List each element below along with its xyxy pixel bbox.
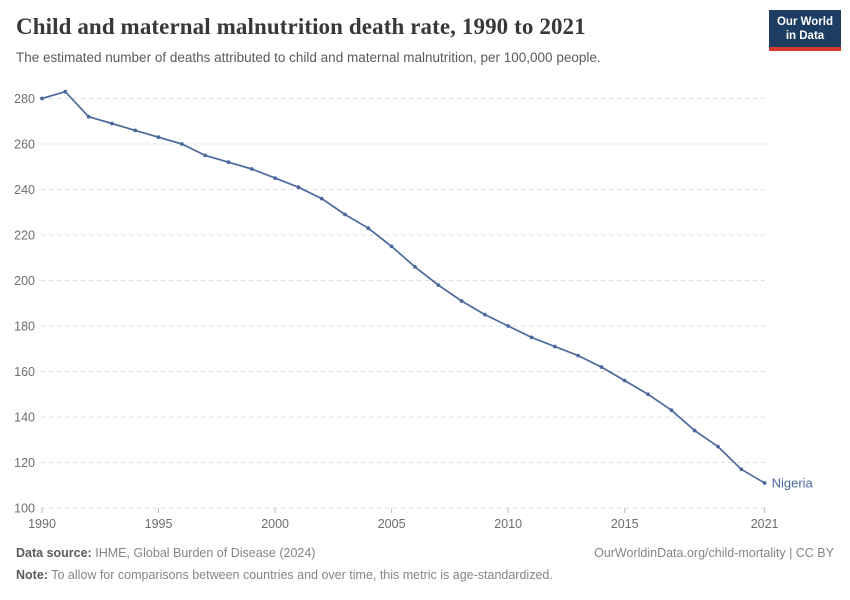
data-point-2000[interactable] <box>273 176 277 180</box>
x-tick-label: 2000 <box>261 517 289 531</box>
data-point-2004[interactable] <box>366 226 371 231</box>
data-point-2017[interactable] <box>669 408 674 413</box>
trend-line[interactable] <box>41 90 766 484</box>
data-source-text: IHME, Global Burden of Disease (2024) <box>95 546 316 560</box>
x-tick-label: 1990 <box>28 517 56 531</box>
credit-link[interactable]: OurWorldinData.org/child-mortality | CC … <box>594 546 834 560</box>
data-point-2002[interactable] <box>319 196 324 201</box>
chart-area[interactable]: 100 120 140 160 180 200 220 240 260 280 1990 1995 20… <box>0 80 850 545</box>
data-point-2006[interactable] <box>413 265 417 269</box>
x-tick-label: 2005 <box>378 517 406 531</box>
data-point-2003[interactable] <box>343 212 347 217</box>
y-tick-label: 100 <box>14 502 35 516</box>
x-tick-label: 1995 <box>145 517 173 531</box>
y-tick-label: 160 <box>14 365 35 379</box>
x-tick-label: 2021 <box>751 517 779 531</box>
data-source: Data source: IHME, Global Burden of Dise… <box>16 542 315 564</box>
data-point-2019[interactable] <box>716 444 720 449</box>
y-tick-label: 220 <box>14 229 35 243</box>
data-point-1993[interactable] <box>110 121 114 126</box>
data-point-2008[interactable] <box>459 299 464 303</box>
y-tick-label: 180 <box>14 320 35 334</box>
page-title: Child and maternal malnutrition death ra… <box>16 14 586 39</box>
data-point-2016[interactable] <box>646 392 650 397</box>
y-tick-label: 260 <box>14 138 35 152</box>
note: Note: To allow for comparisons between c… <box>16 564 834 586</box>
chart-subtitle: The estimated number of deaths attribute… <box>16 50 601 65</box>
y-tick-label: 240 <box>14 183 35 197</box>
data-point-2018[interactable] <box>692 428 697 433</box>
data-point-2015[interactable] <box>622 378 627 383</box>
y-tick-label: 120 <box>14 456 35 470</box>
y-tick-label: 280 <box>14 92 35 106</box>
data-point-1999[interactable] <box>249 167 254 171</box>
data-point-2001[interactable] <box>296 185 301 190</box>
data-point-1990[interactable] <box>40 96 44 101</box>
owid-logo-line2: in Data <box>785 30 825 42</box>
data-point-1994[interactable] <box>133 128 138 133</box>
data-point-2005[interactable] <box>389 244 394 249</box>
data-point-1995[interactable] <box>156 135 161 140</box>
data-point-2010[interactable] <box>506 324 511 328</box>
data-point-2021[interactable] <box>762 481 767 485</box>
note-label: Note: <box>16 568 48 582</box>
owid-logo-line1: Our World <box>776 16 833 28</box>
data-point-1992[interactable] <box>86 114 91 119</box>
series-end-label: Nigeria <box>772 475 814 490</box>
data-point-1991[interactable] <box>63 89 68 94</box>
data-source-label: Data source: <box>16 546 92 560</box>
data-point-1996[interactable] <box>180 142 184 146</box>
x-tick-label: 2015 <box>611 517 639 531</box>
data-point-2009[interactable] <box>483 312 487 317</box>
data-point-1998[interactable] <box>226 160 231 165</box>
data-point-1997[interactable] <box>203 153 208 158</box>
x-tick-label: 2010 <box>494 517 522 531</box>
chart-footer: Data source: IHME, Global Burden of Dise… <box>16 542 834 586</box>
data-point-2011[interactable] <box>529 335 534 340</box>
y-tick-label: 200 <box>14 274 35 288</box>
data-point-2013[interactable] <box>576 353 580 358</box>
owid-logo: Our World in Data <box>769 10 841 51</box>
data-point-2012[interactable] <box>552 344 557 349</box>
y-tick-label: 140 <box>14 411 35 425</box>
data-point-2020[interactable] <box>739 467 744 472</box>
chart-canvas[interactable]: 100 120 140 160 180 200 220 240 260 280 1990 1995 20… <box>0 80 850 545</box>
note-text: To allow for comparisons between countri… <box>51 568 553 582</box>
data-point-2007[interactable] <box>436 283 441 287</box>
data-point-2014[interactable] <box>599 365 604 369</box>
